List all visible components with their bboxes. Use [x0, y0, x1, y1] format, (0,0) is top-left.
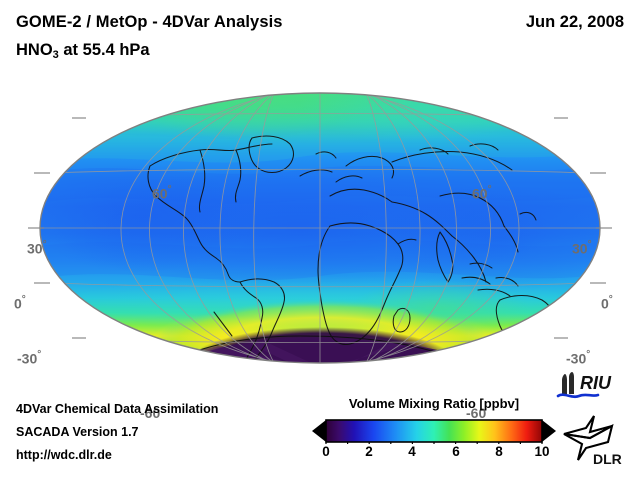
species-pressure-label: HNO3 at 55.4 hPa	[16, 41, 150, 61]
colorbar	[312, 419, 556, 444]
date-label: Jun 22, 2008	[525, 13, 624, 31]
colorbar-block: Volume Mixing Ratio [ppbv]	[310, 396, 558, 474]
latitude-ticks	[28, 117, 612, 339]
logo-block: RIU DLR	[556, 372, 636, 472]
dlr-pinwheel-icon	[563, 415, 614, 461]
lat-label-minus30-left: -30°	[17, 349, 42, 367]
lat-label-30-left: 30°	[27, 239, 47, 257]
map-panel: 60° 60° 30° 30° 0° 0° -30° -30° -60 -60	[0, 78, 640, 421]
colorbar-tick-labels: 0 2 4 6 8 10	[310, 444, 558, 464]
lat-label-0-right: 0°	[601, 294, 613, 312]
species-formula-base: HNO	[16, 41, 53, 59]
footer-line-assimilation: 4DVar Chemical Data Assimilation	[16, 402, 219, 416]
lat-label-minus60-left: -60	[140, 405, 161, 421]
lat-label-minus60-right: -60	[466, 405, 487, 421]
colorbar-gradient	[325, 419, 543, 443]
colorbar-cap-high	[542, 420, 556, 442]
page-title: GOME-2 / MetOp - 4DVar Analysis	[16, 13, 283, 31]
colorbar-ticks	[325, 442, 543, 444]
dlr-wordmark: DLR	[593, 451, 622, 467]
riu-towers-wave-logo: RIU	[556, 372, 612, 399]
colorbar-tick-6: 6	[452, 444, 460, 459]
lat-label-0-left: 0°	[14, 294, 26, 312]
degree-symbol: °	[42, 239, 47, 250]
degree-symbol: °	[37, 349, 42, 360]
lat-label-30-right: 30°	[572, 239, 592, 257]
species-formula-subscript: 3	[52, 49, 59, 61]
riu-wordmark: RIU	[580, 373, 612, 393]
riu-wave-icon	[556, 393, 600, 399]
mollweide-map	[28, 92, 612, 364]
colorbar-title: Volume Mixing Ratio [ppbv]	[348, 396, 520, 411]
colorbar-tick-2: 2	[365, 444, 373, 459]
degree-symbol: °	[21, 294, 26, 305]
colorbar-tick-0: 0	[322, 444, 330, 459]
footer-line-url[interactable]: http://wdc.dlr.de	[16, 448, 112, 462]
colorbar-tick-8: 8	[495, 444, 503, 459]
footer-line-version: SACADA Version 1.7	[16, 425, 139, 439]
degree-symbol: °	[608, 294, 613, 305]
degree-symbol: °	[487, 184, 492, 195]
colorbar-cap-low	[312, 420, 326, 442]
colorbar-tick-10: 10	[534, 444, 550, 459]
degree-symbol: °	[587, 239, 592, 250]
lat-label-minus30-right: -30°	[566, 349, 591, 367]
pressure-level-text: at 55.4 hPa	[58, 41, 150, 59]
degree-symbol: °	[167, 184, 172, 195]
lat-label-60-left: 60°	[152, 184, 172, 202]
lat-label-60-right: 60°	[472, 184, 492, 202]
dlr-pinwheel-logo: DLR	[563, 415, 622, 467]
map-data-field	[40, 93, 600, 363]
colorbar-tick-4: 4	[408, 444, 416, 459]
riu-towers-icon	[562, 372, 574, 394]
degree-symbol: °	[586, 349, 591, 360]
